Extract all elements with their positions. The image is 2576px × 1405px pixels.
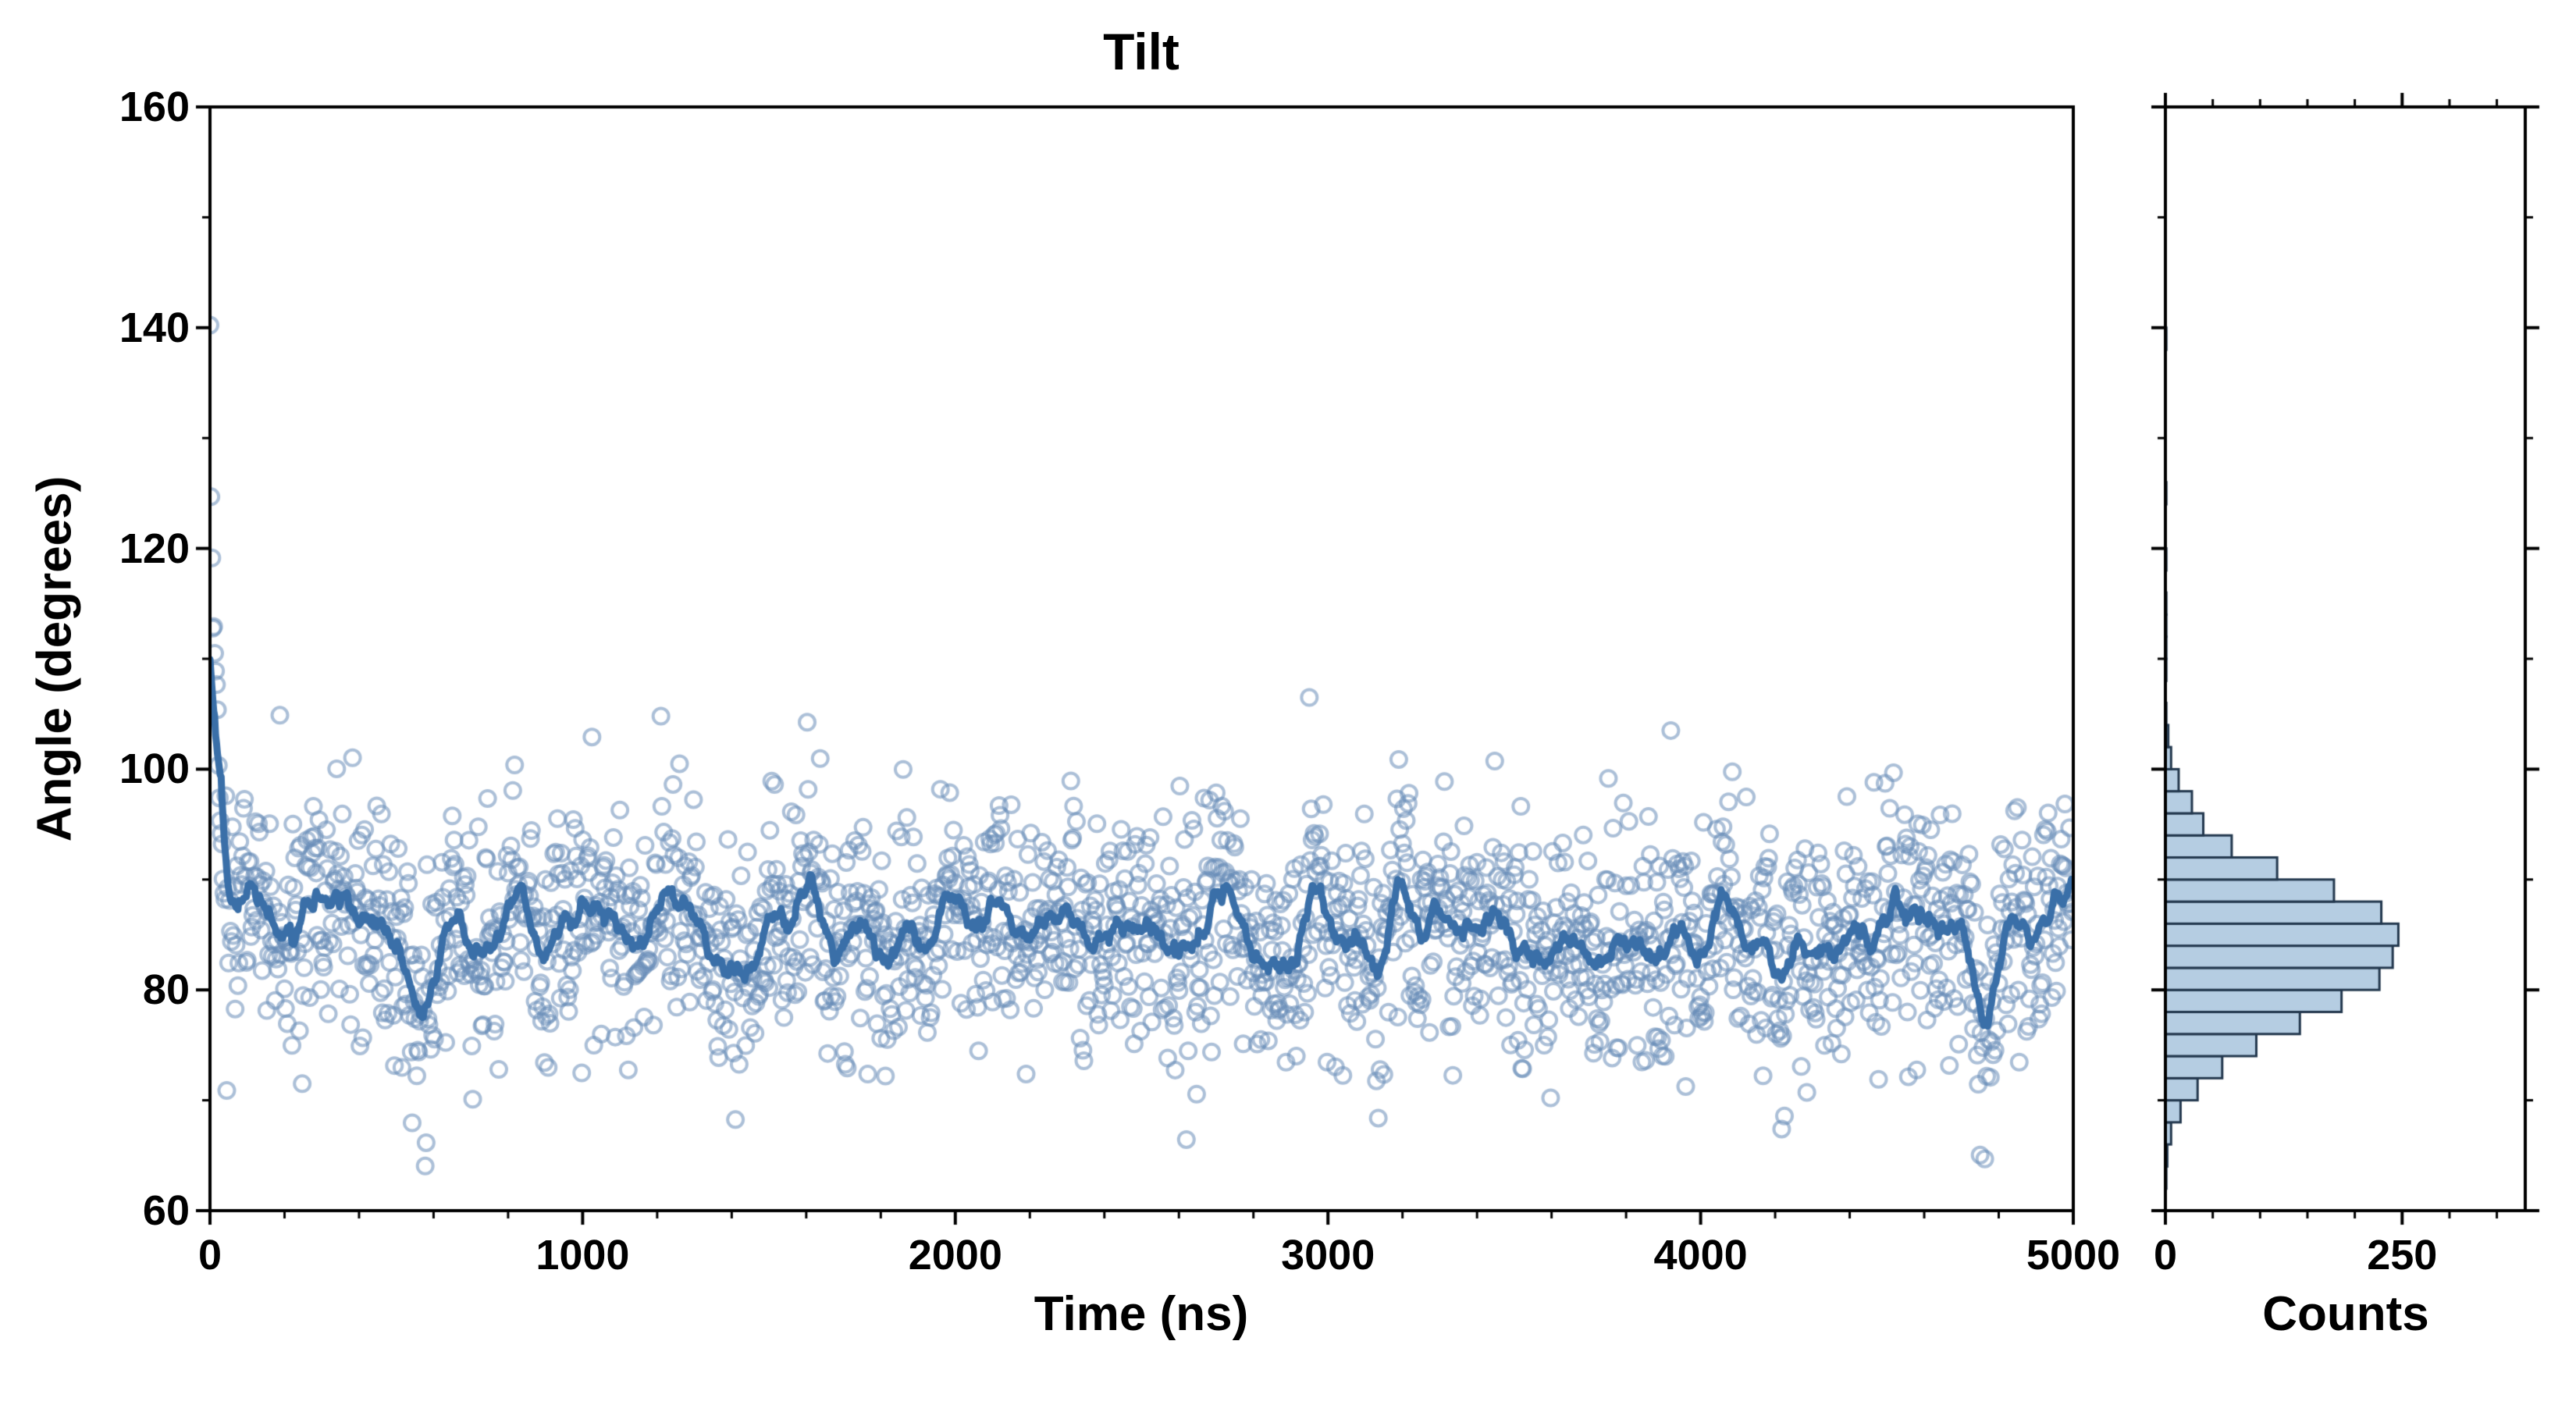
y-tick-label-140: 140 bbox=[119, 304, 190, 351]
hist-x-tick-label-250: 250 bbox=[2367, 1232, 2438, 1279]
y-tick-label-160: 160 bbox=[119, 84, 190, 130]
x-tick-label-4000: 4000 bbox=[1653, 1232, 1748, 1279]
x-axis-label: Time (ns) bbox=[1034, 1287, 1249, 1341]
y-tick-label-80: 80 bbox=[142, 966, 190, 1014]
y-tick-label-60: 60 bbox=[142, 1187, 190, 1234]
hist-x-tick-label-0: 0 bbox=[2153, 1232, 2178, 1279]
y-tick-label-120: 120 bbox=[119, 525, 190, 572]
x-tick-label-1000: 1000 bbox=[535, 1232, 630, 1279]
x-tick-label-2000: 2000 bbox=[908, 1232, 1002, 1279]
x-tick-label-5000: 5000 bbox=[2026, 1232, 2121, 1279]
y-tick-label-100: 100 bbox=[119, 745, 190, 793]
x-tick-label-3000: 3000 bbox=[1281, 1232, 1375, 1279]
x-tick-label-0: 0 bbox=[197, 1232, 222, 1279]
plot-title: Tilt bbox=[1103, 23, 1179, 80]
y-axis-label: Angle (degrees) bbox=[27, 475, 82, 842]
hist-x-axis-label: Counts bbox=[2262, 1287, 2429, 1341]
